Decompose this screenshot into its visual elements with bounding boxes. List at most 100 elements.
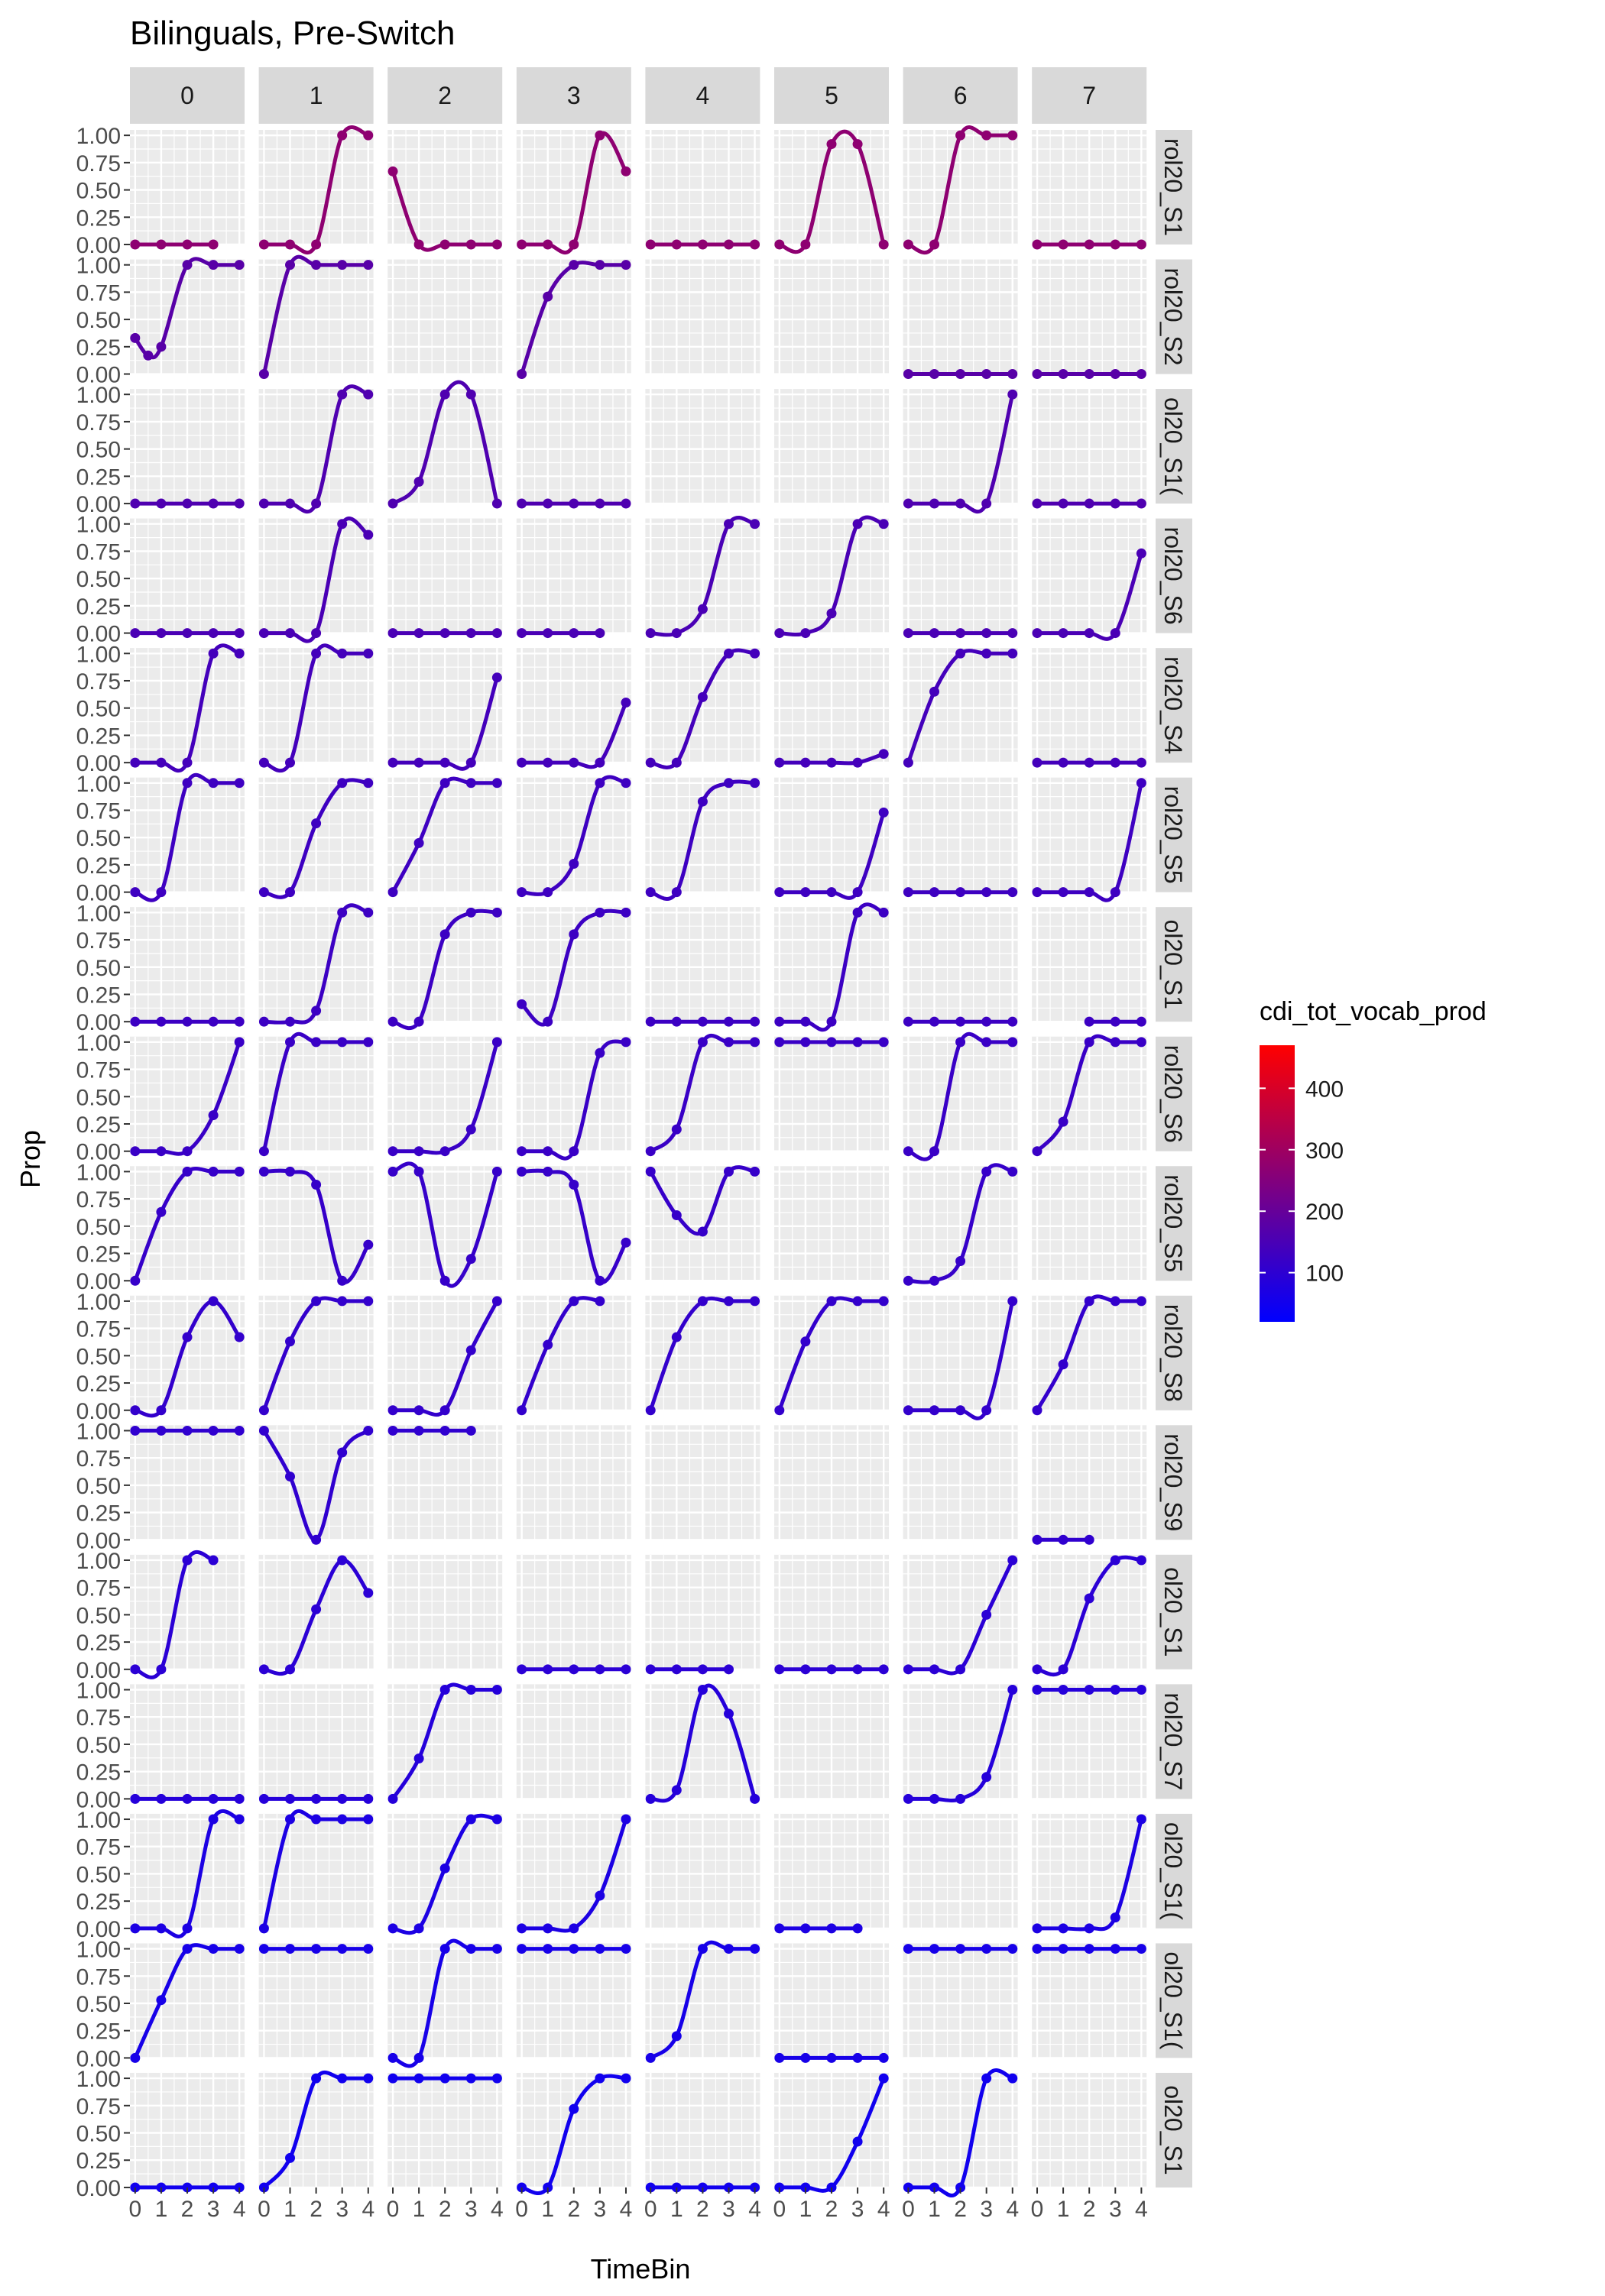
data-point	[258, 887, 269, 898]
y-tick-label: 1.00	[76, 254, 121, 279]
y-tick-label: 0.50	[76, 1215, 121, 1240]
column-strip	[774, 67, 889, 124]
x-tick-label: 4	[877, 2197, 890, 2222]
row-strip-label-group: rol20_S6	[1159, 1045, 1187, 1143]
x-tick-label: 4	[1135, 2197, 1148, 2222]
data-point	[826, 608, 837, 619]
x-tick-label: 1	[413, 2197, 426, 2222]
column-strip-label: 6	[954, 82, 968, 109]
x-tick-label: 2	[181, 2197, 194, 2222]
data-point	[465, 1944, 476, 1954]
data-point	[413, 757, 424, 768]
data-point	[208, 239, 219, 250]
data-point	[258, 757, 269, 768]
row-strip-label: ol20_S1(	[1159, 1951, 1187, 2049]
data-point	[671, 1124, 682, 1135]
y-tick-label: 0.50	[76, 1474, 121, 1499]
data-point	[208, 1296, 219, 1307]
data-point	[258, 1923, 269, 1934]
data-point	[311, 1534, 322, 1545]
data-point	[439, 1146, 450, 1157]
row-strip	[1156, 1036, 1192, 1151]
data-point	[285, 1037, 296, 1048]
data-point	[1110, 1912, 1120, 1923]
data-point	[1032, 1146, 1042, 1157]
data-point	[285, 1336, 296, 1347]
data-point	[491, 1944, 502, 1954]
data-point	[1136, 1016, 1146, 1027]
data-point	[517, 1166, 527, 1177]
data-point	[1084, 887, 1094, 898]
data-point	[130, 332, 141, 343]
column-strip-label: 2	[438, 82, 452, 109]
data-point	[491, 1296, 502, 1307]
data-point	[929, 1275, 940, 1286]
data-point	[208, 1110, 219, 1121]
data-point	[208, 628, 219, 639]
row-strip-label: rol20_S5	[1159, 1174, 1187, 1272]
data-point	[903, 1275, 913, 1286]
y-tick-label: 0.25	[76, 1631, 121, 1656]
data-point	[569, 239, 579, 250]
data-point	[1007, 1166, 1018, 1177]
data-point	[852, 1664, 863, 1675]
x-tick-label: 4	[362, 2197, 374, 2222]
data-point	[955, 1944, 966, 1954]
data-point	[878, 239, 889, 250]
data-point	[645, 2052, 656, 2063]
data-point	[671, 757, 682, 768]
row-strip-label-group: rol20_S7	[1159, 1692, 1187, 1790]
x-tick-label: 3	[1109, 2197, 1122, 2222]
data-point	[645, 1166, 656, 1177]
row-strip-label-group: rol20_S2	[1159, 267, 1187, 365]
data-point	[929, 498, 940, 509]
y-tick-label: 0.75	[76, 280, 121, 306]
y-tick-label: 1.00	[76, 901, 121, 926]
data-point	[645, 757, 656, 768]
data-point	[311, 1814, 322, 1825]
data-point	[645, 1405, 656, 1416]
data-point	[981, 1405, 992, 1416]
data-point	[929, 686, 940, 697]
row-strip	[1156, 1554, 1192, 1669]
column-strip	[258, 67, 374, 124]
data-point	[569, 498, 579, 509]
data-point	[981, 498, 992, 509]
data-point	[1058, 628, 1068, 639]
data-point	[182, 778, 193, 789]
y-tick-label: 0.25	[76, 1242, 121, 1268]
y-tick-label: 0.75	[76, 1317, 121, 1342]
data-point	[258, 628, 269, 639]
data-point	[774, 239, 785, 250]
data-point	[1058, 369, 1068, 380]
data-point	[1136, 1685, 1146, 1695]
row-strip	[1156, 777, 1192, 892]
data-point	[1032, 1944, 1042, 1954]
row-strip-label-group: ol20_S1(	[1159, 1822, 1187, 1920]
data-point	[439, 778, 450, 789]
data-point	[826, 757, 837, 768]
data-point	[311, 1944, 322, 1954]
data-point	[491, 498, 502, 509]
data-point	[517, 1923, 527, 1934]
data-point	[1032, 239, 1042, 250]
data-point	[723, 1664, 734, 1675]
data-point	[1110, 887, 1120, 898]
x-tick-label: 0	[128, 2197, 141, 2222]
data-point	[852, 139, 863, 150]
column-strip	[387, 67, 503, 124]
data-point	[955, 887, 966, 898]
data-point	[1007, 1016, 1018, 1027]
data-point	[1084, 239, 1094, 250]
x-tick-label: 1	[155, 2197, 168, 2222]
row-strip-label-group: rol20_S6	[1159, 527, 1187, 625]
data-point	[621, 166, 631, 176]
data-point	[208, 1944, 219, 1954]
data-point	[826, 2052, 837, 2063]
data-point	[156, 1146, 167, 1157]
x-tick-label: 1	[284, 2197, 297, 2222]
data-point	[697, 1296, 708, 1307]
data-point	[517, 1944, 527, 1954]
data-point	[337, 1037, 348, 1048]
data-point	[723, 1296, 734, 1307]
